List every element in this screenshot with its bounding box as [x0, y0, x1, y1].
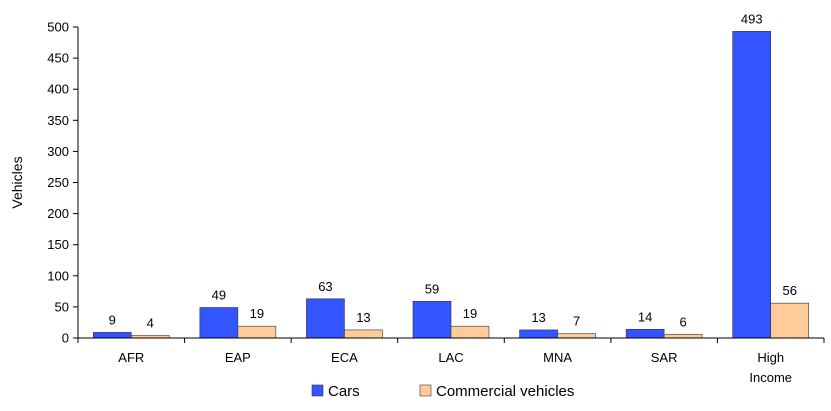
data-label: 493: [741, 11, 763, 26]
bar-cars: [412, 301, 452, 339]
data-label: 6: [680, 314, 687, 329]
y-tick-label: 450: [47, 51, 69, 66]
legend: Cars Commercial vehicles: [311, 383, 574, 400]
y-tick-label: 400: [47, 82, 69, 97]
bar-cars: [625, 328, 665, 339]
bar-commercial-vehicles: [557, 333, 596, 339]
data-label: 19: [250, 306, 264, 321]
bars: 9 4 49 19 63 13 59 19 13 7 14 6 493 56: [92, 11, 810, 339]
x-axis-ticks: AFR EAP ECA LAC MNA SAR High Income: [77, 338, 825, 385]
data-label: 63: [318, 279, 332, 294]
y-tick-label: 50: [55, 299, 69, 314]
bar-cars: [732, 31, 772, 339]
bar-commercial-vehicles: [237, 325, 277, 339]
x-tick-label: AFR: [118, 350, 144, 365]
data-label: 7: [573, 314, 580, 329]
bar-cars: [92, 332, 132, 339]
y-axis-ticks: 0 50 100 150 200 250 300 350 400 450 500: [47, 20, 78, 346]
legend-swatch: [311, 384, 324, 397]
x-tick-label: SAR: [651, 350, 678, 365]
legend-label: Commercial vehicles: [436, 383, 574, 400]
y-tick-label: 0: [62, 331, 69, 346]
data-label: 59: [425, 281, 439, 296]
x-tick-label: MNA: [543, 350, 572, 365]
data-label: 56: [782, 283, 796, 298]
bar-commercial-vehicles: [344, 329, 383, 339]
legend-label: Cars: [328, 383, 360, 400]
bar-cars: [519, 329, 558, 339]
bar-commercial-vehicles: [770, 302, 810, 339]
bar-cars: [306, 298, 345, 339]
bar-commercial-vehicles: [450, 325, 490, 339]
y-tick-label: 250: [47, 175, 69, 190]
bar-commercial-vehicles: [663, 333, 703, 339]
data-label: 14: [638, 309, 652, 324]
data-label: 9: [109, 312, 116, 327]
y-tick-label: 500: [47, 20, 69, 35]
y-tick-label: 100: [47, 268, 69, 283]
y-tick-label: 200: [47, 206, 69, 221]
data-label: 13: [531, 310, 545, 325]
data-label: 4: [147, 316, 154, 331]
data-label: 13: [356, 310, 370, 325]
y-tick-label: 300: [47, 144, 69, 159]
legend-swatch: [419, 384, 432, 397]
y-axis-title: Vehicles: [9, 156, 25, 208]
y-tick-label: 350: [47, 113, 69, 128]
x-tick-label: ECA: [331, 350, 358, 365]
data-label: 19: [463, 306, 477, 321]
x-tick-label: EAP: [225, 350, 251, 365]
x-tick-label: High Income: [749, 350, 792, 385]
x-tick-label: LAC: [438, 350, 463, 365]
y-tick-label: 150: [47, 237, 69, 252]
bar-cars: [199, 307, 239, 339]
data-label: 49: [212, 288, 226, 303]
